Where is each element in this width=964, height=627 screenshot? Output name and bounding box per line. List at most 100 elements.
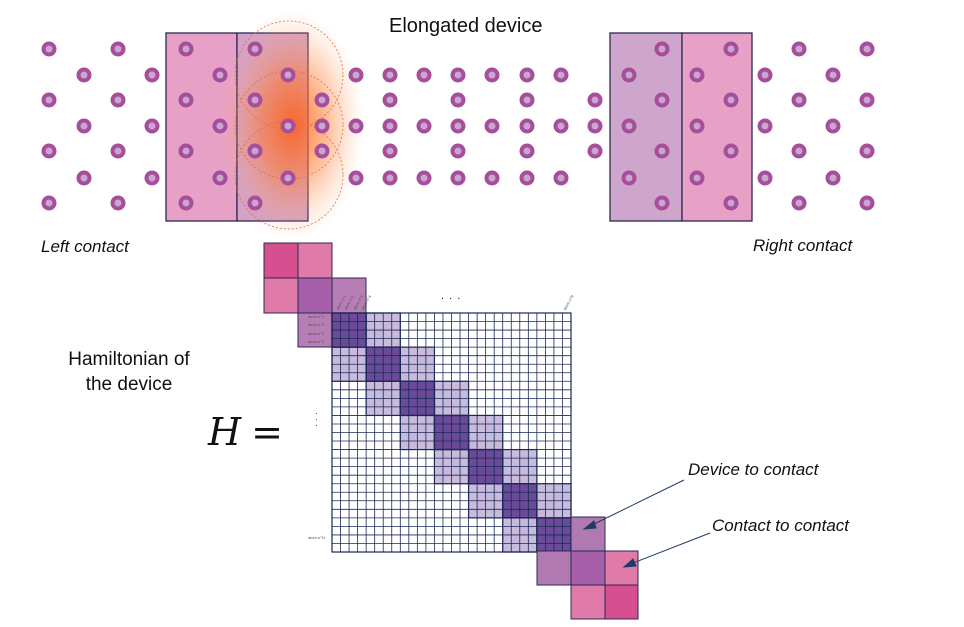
coupling-cell: [511, 466, 520, 476]
atom: [144, 170, 160, 186]
right-contact-inner-cell: [609, 32, 683, 222]
atom: [689, 170, 705, 186]
atom: [757, 170, 773, 186]
atom: [382, 143, 398, 159]
atom: [450, 118, 466, 134]
coupling-cell: [468, 441, 478, 450]
atom: [178, 143, 194, 159]
atom: [314, 118, 330, 134]
atom: [757, 118, 773, 134]
atom: [587, 92, 603, 108]
atom: [314, 143, 330, 159]
coupling-cell: [477, 432, 486, 442]
atom: [654, 41, 670, 57]
atom: [723, 41, 739, 57]
atom: [654, 195, 670, 211]
atom: [314, 92, 330, 108]
equation-sign: =: [251, 410, 283, 454]
coupling-cell: [442, 398, 452, 407]
left-contact-label: Left contact: [41, 237, 129, 256]
coupling-cell: [528, 517, 537, 527]
matrix-top-ellipsis: . . .: [441, 290, 462, 302]
hamiltonian-equation: H =: [208, 410, 283, 454]
atom: [519, 118, 535, 134]
coupling-cell: [442, 466, 452, 476]
atom: [791, 143, 807, 159]
coupling-cell: [425, 415, 435, 424]
atom: [621, 170, 637, 186]
atom: [178, 92, 194, 108]
atom: [825, 118, 841, 134]
atom: [825, 67, 841, 83]
atom: [247, 143, 263, 159]
atom: [553, 170, 569, 186]
atom: [825, 170, 841, 186]
atom: [519, 143, 535, 159]
atom: [212, 118, 228, 134]
atom: [519, 67, 535, 83]
atom: [76, 67, 92, 83]
coupling-cell: [502, 475, 512, 484]
left-contact-blocks: [263, 242, 367, 348]
atom: [348, 67, 364, 83]
atom: [280, 67, 296, 83]
atom: [41, 143, 57, 159]
coupling-cell: [451, 458, 461, 467]
atom-lattice: [41, 41, 875, 211]
atom: [450, 143, 466, 159]
coupling-cell: [485, 423, 495, 433]
coupling-cell: [408, 364, 418, 373]
atom: [450, 67, 466, 83]
coupling-cell: [383, 321, 392, 331]
atom: [859, 41, 875, 57]
atom: [757, 67, 773, 83]
coupling-cell: [545, 500, 554, 510]
atom: [450, 92, 466, 108]
coupling-cell: [460, 449, 469, 459]
atom: [587, 118, 603, 134]
atom: [382, 170, 398, 186]
atom: [519, 170, 535, 186]
device-to-contact-label: Device to contact: [688, 460, 819, 479]
atom: [41, 41, 57, 57]
atom: [76, 118, 92, 134]
atom: [859, 195, 875, 211]
coupling-cell: [417, 423, 426, 433]
atom: [110, 195, 126, 211]
coupling-cell: [494, 483, 503, 493]
atom: [110, 143, 126, 159]
atom: [247, 41, 263, 57]
atom: [382, 67, 398, 83]
coupling-cell: [357, 347, 367, 356]
atom: [484, 118, 500, 134]
right-contact-blocks: [536, 516, 639, 620]
atom: [416, 170, 432, 186]
row-label-last: atom n°N: [308, 535, 325, 540]
coupling-cell: [519, 526, 529, 535]
contact-to-contact-label: Contact to contact: [712, 516, 850, 535]
atom: [723, 195, 739, 211]
coupling-cell: [417, 355, 426, 365]
atom: [519, 92, 535, 108]
coupling-cell: [477, 500, 486, 510]
coupling-cell: [391, 381, 401, 390]
coupling-cell: [383, 389, 392, 399]
coupling-cell: [553, 492, 563, 501]
annotation-arrows: [582, 479, 711, 568]
atom: [553, 118, 569, 134]
atom: [654, 92, 670, 108]
coupling-cell: [408, 432, 418, 442]
atom: [41, 92, 57, 108]
hamiltonian-label-line1: Hamiltonian of: [68, 349, 190, 370]
atom: [178, 195, 194, 211]
atom: [144, 67, 160, 83]
atom: [247, 195, 263, 211]
coupling-cell: [340, 364, 350, 373]
atom: [791, 195, 807, 211]
atom: [416, 67, 432, 83]
atom: [553, 67, 569, 83]
atom: [689, 67, 705, 83]
atom: [212, 170, 228, 186]
atom: [484, 170, 500, 186]
